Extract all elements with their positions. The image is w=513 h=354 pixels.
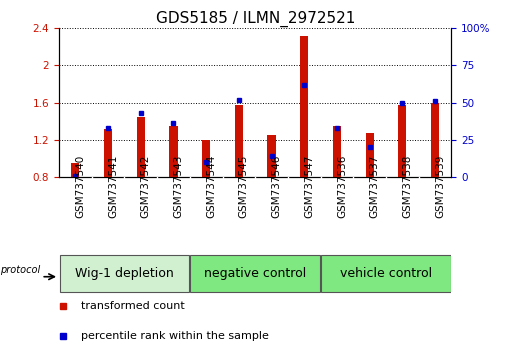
- Bar: [169, 126, 177, 177]
- Title: GDS5185 / ILMN_2972521: GDS5185 / ILMN_2972521: [155, 11, 355, 27]
- Text: GSM737539: GSM737539: [435, 154, 445, 218]
- Text: Wig-1 depletion: Wig-1 depletion: [75, 267, 174, 280]
- Text: GSM737536: GSM737536: [337, 154, 347, 218]
- Text: negative control: negative control: [204, 267, 306, 280]
- Bar: [136, 116, 145, 177]
- Text: transformed count: transformed count: [81, 301, 184, 311]
- Bar: [300, 36, 308, 177]
- Bar: [202, 140, 210, 177]
- Bar: [333, 126, 341, 177]
- Text: GSM737547: GSM737547: [304, 154, 314, 218]
- Bar: [104, 129, 112, 177]
- FancyBboxPatch shape: [60, 255, 189, 292]
- Text: protocol: protocol: [0, 265, 40, 275]
- Bar: [71, 163, 80, 177]
- Text: GSM737542: GSM737542: [141, 154, 151, 218]
- Bar: [267, 135, 275, 177]
- Text: GSM737538: GSM737538: [402, 154, 412, 218]
- Bar: [235, 104, 243, 177]
- Text: GSM737537: GSM737537: [370, 154, 380, 218]
- Bar: [431, 103, 439, 177]
- Text: GSM737540: GSM737540: [75, 154, 85, 218]
- FancyBboxPatch shape: [190, 255, 320, 292]
- Text: GSM737544: GSM737544: [206, 154, 216, 218]
- Text: percentile rank within the sample: percentile rank within the sample: [81, 331, 268, 341]
- FancyBboxPatch shape: [321, 255, 451, 292]
- Text: GSM737541: GSM737541: [108, 154, 118, 218]
- Text: GSM737545: GSM737545: [239, 154, 249, 218]
- Text: GSM737546: GSM737546: [271, 154, 282, 218]
- Bar: [366, 133, 374, 177]
- Text: GSM737543: GSM737543: [173, 154, 184, 218]
- Bar: [398, 105, 406, 177]
- Text: vehicle control: vehicle control: [340, 267, 432, 280]
